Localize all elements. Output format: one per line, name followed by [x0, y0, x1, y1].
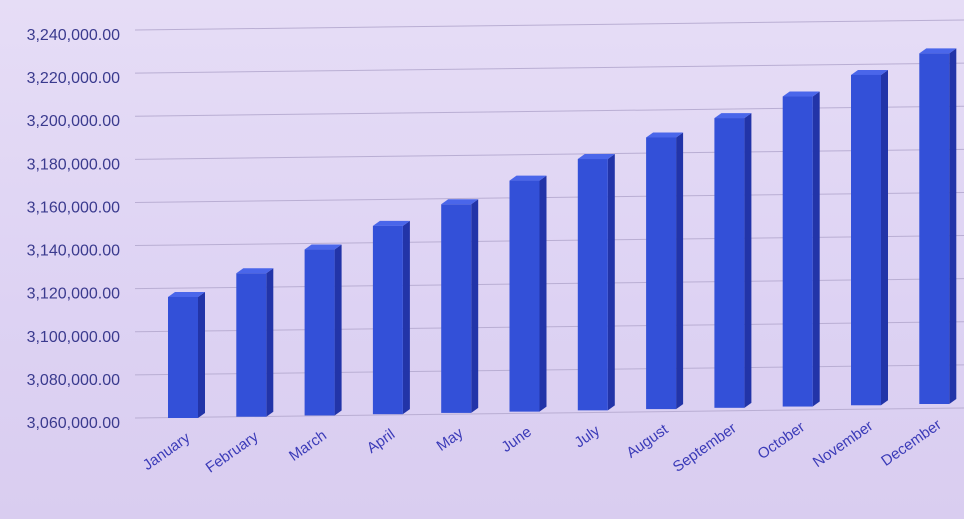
- x-tick-label: November: [810, 417, 876, 471]
- x-tick-label: April: [364, 426, 398, 457]
- x-tick-label: February: [203, 428, 262, 477]
- bar-february: [236, 268, 274, 417]
- bar-october: [782, 91, 820, 407]
- x-tick-label: December: [878, 416, 944, 470]
- gridline: [134, 148, 964, 160]
- x-axis: January February March April May June July Augu…: [140, 416, 945, 476]
- bar-top: [577, 154, 615, 160]
- bar-front: [168, 296, 198, 418]
- bar-april: [372, 220, 410, 415]
- bar-side: [812, 91, 820, 407]
- y-tick-label: 3,140,000.00: [27, 243, 121, 260]
- bar-side: [539, 175, 547, 412]
- bar-top: [509, 175, 547, 181]
- bar-january: [168, 291, 205, 418]
- bar-side: [881, 69, 888, 406]
- bar-front: [304, 249, 335, 416]
- bar-may: [441, 199, 479, 413]
- y-tick-label: 3,060,000.00: [27, 415, 121, 432]
- bar-top: [236, 268, 274, 274]
- bar-september: [714, 113, 752, 408]
- bar-november: [851, 69, 888, 406]
- x-tick-label: March: [286, 427, 330, 465]
- bar-side: [744, 113, 752, 408]
- bar-front: [782, 96, 813, 407]
- bar-side: [334, 244, 342, 416]
- bar-top: [372, 220, 410, 226]
- y-tick-label: 3,080,000.00: [27, 372, 121, 389]
- bars: [168, 48, 957, 418]
- y-tick-label: 3,100,000.00: [27, 329, 121, 346]
- gridline: [134, 191, 964, 203]
- x-tick-label: June: [498, 423, 534, 456]
- bar-side: [949, 48, 957, 405]
- x-tick-label: October: [755, 419, 808, 464]
- bar-top: [919, 48, 957, 54]
- x-tick-label: September: [670, 420, 740, 476]
- bar-side: [471, 199, 479, 413]
- bar-side: [266, 268, 274, 417]
- bar-side: [402, 220, 410, 415]
- bar-december: [919, 48, 957, 405]
- y-tick-label: 3,200,000.00: [27, 113, 121, 130]
- bar-front: [714, 118, 745, 408]
- bar-june: [509, 175, 547, 412]
- x-tick-label: May: [434, 424, 467, 454]
- gridline: [134, 19, 964, 31]
- bar-top: [441, 199, 479, 205]
- bar-front: [236, 273, 267, 417]
- bar-side: [676, 132, 684, 410]
- x-tick-label: July: [571, 422, 603, 452]
- bar-top: [782, 91, 820, 97]
- y-tick-label: 3,240,000.00: [27, 27, 121, 44]
- bar-front: [577, 159, 608, 411]
- bar-side: [607, 154, 615, 411]
- bar-top: [646, 132, 684, 138]
- gridline: [134, 407, 964, 419]
- gridline: [134, 235, 964, 247]
- bar-march: [304, 244, 342, 416]
- bar-front: [441, 204, 472, 413]
- bar-top: [168, 291, 205, 297]
- bar-top: [851, 69, 888, 75]
- y-tick-label: 3,180,000.00: [27, 156, 121, 173]
- y-tick-label: 3,160,000.00: [27, 199, 121, 216]
- bar-front: [372, 225, 403, 415]
- gridline: [134, 105, 964, 117]
- bar-front: [919, 53, 950, 405]
- bar-top: [714, 113, 752, 119]
- gridline: [134, 62, 964, 74]
- bar-front: [851, 74, 881, 406]
- x-tick-label: August: [623, 420, 672, 461]
- bar-august: [646, 132, 684, 410]
- bar-top: [304, 244, 342, 250]
- y-tick-label: 3,120,000.00: [27, 286, 121, 303]
- y-axis: 3,060,000.00 3,080,000.00 3,100,000.00 3,12…: [27, 27, 121, 432]
- y-tick-label: 3,220,000.00: [27, 70, 121, 87]
- bar-july: [577, 154, 615, 411]
- bar-side: [198, 291, 205, 418]
- x-tick-label: January: [140, 429, 194, 474]
- bar-front: [646, 137, 677, 410]
- bar-front: [509, 180, 540, 412]
